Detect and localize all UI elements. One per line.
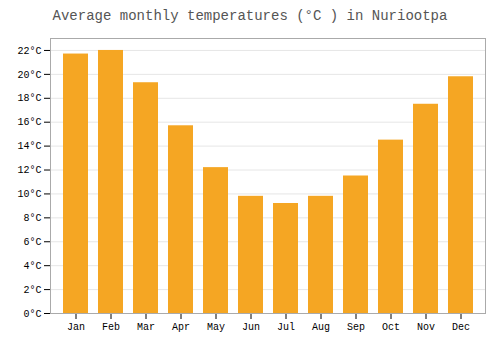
svg-text:2°C: 2°C [23,285,41,296]
svg-text:Jul: Jul [277,322,295,333]
svg-text:12°C: 12°C [17,165,41,176]
svg-text:10°C: 10°C [17,189,41,200]
svg-text:Dec: Dec [452,322,470,333]
svg-text:Jun: Jun [242,322,260,333]
html-text:Average monthly temperatures (: Average monthly temperatures (°C ) in Nu… [52,8,448,24]
svg-text:Aug: Aug [312,322,330,333]
svg-text:May: May [207,322,225,333]
svg-text:Jan: Jan [67,322,85,333]
svg-text:Nov: Nov [417,322,435,333]
svg-text:6°C: 6°C [23,237,41,248]
svg-text:22°C: 22°C [17,46,41,57]
svg-text:16°C: 16°C [17,117,41,128]
svg-text:Feb: Feb [102,322,120,333]
svg-text:Mar: Mar [137,322,155,333]
svg-text:0°C: 0°C [23,309,41,320]
svg-text:18°C: 18°C [17,93,41,104]
svg-text:Sep: Sep [347,322,365,333]
svg-text:4°C: 4°C [23,261,41,272]
svg-text:Apr: Apr [172,322,190,333]
svg-text:20°C: 20°C [17,70,41,81]
svg-text:8°C: 8°C [23,213,41,224]
svg-text:Oct: Oct [382,322,400,333]
svg-text:14°C: 14°C [17,141,41,152]
